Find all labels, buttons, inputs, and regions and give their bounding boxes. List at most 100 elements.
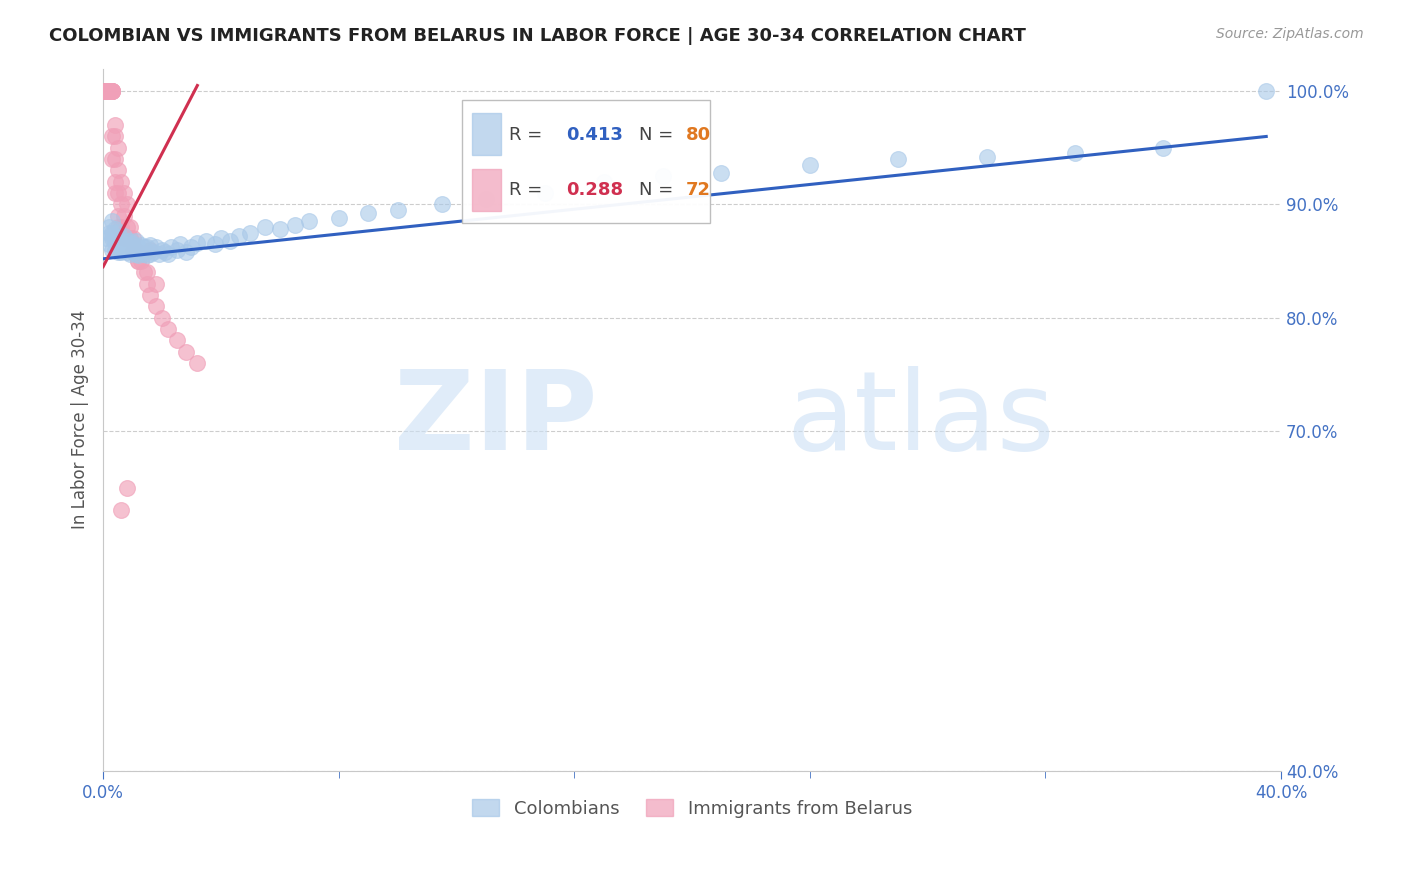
Point xyxy=(101,152,124,166)
Point xyxy=(142,245,165,260)
Point xyxy=(136,265,159,279)
Text: R =: R = xyxy=(509,126,548,144)
Point xyxy=(121,243,143,257)
Point xyxy=(107,186,129,200)
Point xyxy=(131,254,153,268)
Point xyxy=(131,238,153,252)
Point xyxy=(166,334,188,348)
Point xyxy=(651,169,673,183)
Point xyxy=(976,150,998,164)
Point xyxy=(101,84,124,98)
Point xyxy=(112,237,135,252)
Point xyxy=(174,344,197,359)
Point xyxy=(115,245,138,260)
Point xyxy=(136,248,159,262)
Point xyxy=(94,84,117,98)
Point xyxy=(98,84,121,98)
Point xyxy=(98,84,121,98)
Point xyxy=(110,175,132,189)
Point xyxy=(1063,146,1085,161)
Point xyxy=(112,229,135,244)
Point xyxy=(94,84,117,98)
Point xyxy=(98,84,121,98)
Point xyxy=(112,186,135,200)
Point xyxy=(118,220,141,235)
Point xyxy=(107,141,129,155)
Point xyxy=(94,84,117,98)
Point xyxy=(283,218,305,232)
Point xyxy=(104,186,127,200)
Point xyxy=(228,229,250,244)
Point xyxy=(101,214,124,228)
Bar xyxy=(472,113,501,155)
Point xyxy=(98,84,121,98)
Point xyxy=(94,84,117,98)
Point xyxy=(134,265,156,279)
Point xyxy=(269,222,291,236)
Point xyxy=(134,240,156,254)
Text: ZIP: ZIP xyxy=(395,366,598,473)
Point xyxy=(180,240,202,254)
Point xyxy=(209,231,232,245)
Point xyxy=(94,84,117,98)
Point xyxy=(145,240,167,254)
Y-axis label: In Labor Force | Age 30-34: In Labor Force | Age 30-34 xyxy=(72,310,89,529)
Point xyxy=(533,186,555,200)
Point xyxy=(127,240,149,254)
Point xyxy=(145,299,167,313)
Point xyxy=(104,222,127,236)
Legend: Colombians, Immigrants from Belarus: Colombians, Immigrants from Belarus xyxy=(465,792,920,825)
Point xyxy=(104,234,127,248)
Point xyxy=(101,84,124,98)
Point xyxy=(98,84,121,98)
Point xyxy=(115,234,138,248)
Point xyxy=(150,310,173,325)
Point xyxy=(710,166,733,180)
Point xyxy=(118,240,141,254)
Point xyxy=(887,152,910,166)
Point xyxy=(110,197,132,211)
Point xyxy=(101,243,124,257)
Text: atlas: atlas xyxy=(786,366,1054,473)
Point xyxy=(98,84,121,98)
Point xyxy=(104,229,127,244)
Point xyxy=(94,84,117,98)
Point xyxy=(98,84,121,98)
Point xyxy=(150,243,173,257)
Point xyxy=(98,84,121,98)
Point xyxy=(195,234,218,248)
Point xyxy=(174,245,197,260)
Point xyxy=(115,220,138,235)
Point xyxy=(1152,141,1174,155)
Point xyxy=(98,220,121,235)
Point xyxy=(101,84,124,98)
Point xyxy=(475,192,498,206)
Point xyxy=(98,84,121,98)
Point xyxy=(118,247,141,261)
Point xyxy=(387,203,409,218)
Point xyxy=(107,209,129,223)
Point xyxy=(139,243,162,257)
Point xyxy=(127,254,149,268)
Point xyxy=(124,240,146,254)
Point xyxy=(166,243,188,257)
Point xyxy=(98,237,121,252)
Point xyxy=(186,235,208,250)
Point xyxy=(186,356,208,370)
Point xyxy=(136,277,159,291)
Point xyxy=(136,240,159,254)
Point xyxy=(124,243,146,257)
Point xyxy=(94,84,117,98)
Point xyxy=(94,231,117,245)
Point xyxy=(107,225,129,239)
Point xyxy=(139,247,162,261)
Point xyxy=(112,209,135,223)
Point xyxy=(124,234,146,248)
Point xyxy=(121,231,143,245)
Point xyxy=(127,254,149,268)
Point xyxy=(121,245,143,260)
Point xyxy=(98,84,121,98)
Point xyxy=(107,220,129,235)
Point xyxy=(107,237,129,252)
Text: N =: N = xyxy=(640,126,673,144)
